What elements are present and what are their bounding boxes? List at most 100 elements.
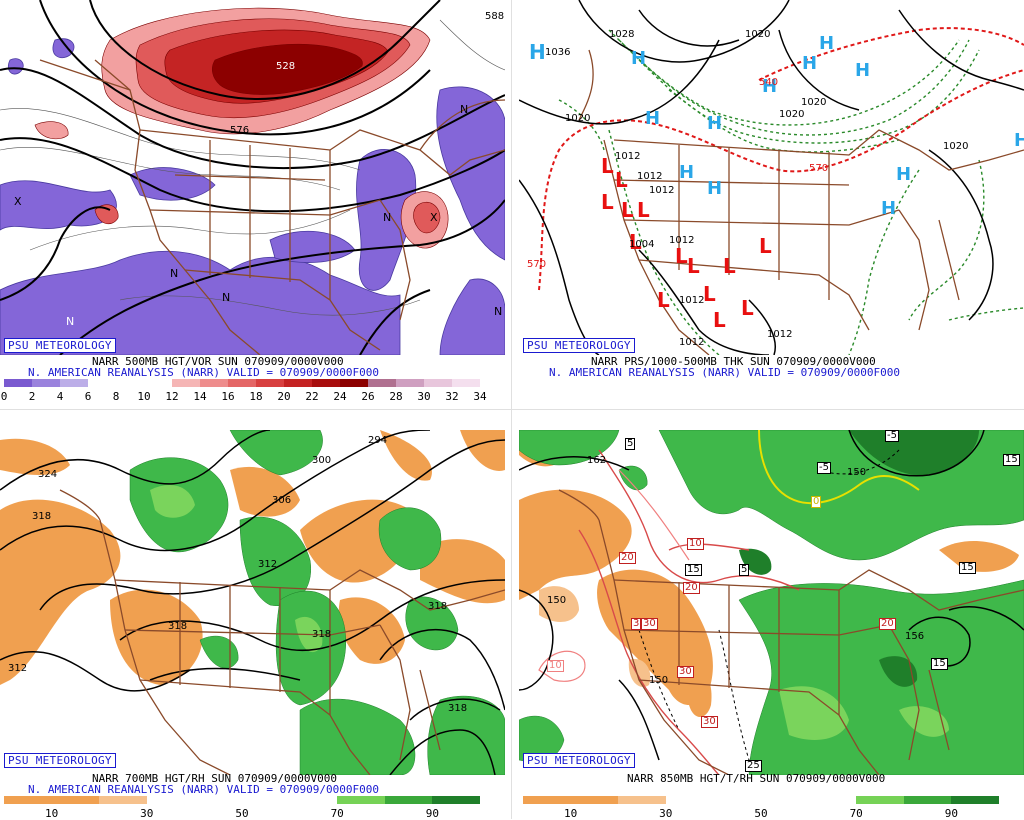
- colorbar-swatch: [368, 379, 396, 387]
- caption-line-2: N. AMERICAN REANALYSIS (NARR) VALID = 07…: [549, 366, 900, 379]
- low-pressure-symbol: L: [621, 198, 634, 222]
- colorbar-swatch: [396, 379, 424, 387]
- temperature-label: 30: [677, 666, 694, 678]
- low-pressure-symbol: L: [629, 230, 642, 254]
- colorbar-swatch: [4, 379, 32, 387]
- high-pressure-symbol: H: [881, 198, 897, 219]
- isobar-label: 1020: [943, 141, 969, 152]
- high-pressure-symbol: H: [631, 48, 647, 69]
- low-pressure-symbol: L: [759, 234, 772, 258]
- colorbar-swatch: [284, 379, 312, 387]
- colorbar-swatch: [88, 379, 116, 387]
- colorbar-tick-label: 2: [28, 390, 36, 403]
- colorbar-swatch: [32, 379, 60, 387]
- height-contour-label: 318: [312, 629, 332, 640]
- colorbar-tick-label: 10: [44, 807, 59, 820]
- isobar-label: 1012: [649, 185, 675, 196]
- isobar-label: 1012: [679, 337, 705, 348]
- temperature-label: 20: [619, 552, 636, 564]
- colorbar-swatch: [144, 379, 172, 387]
- isobar-label: 1012: [767, 329, 793, 340]
- low-pressure-symbol: L: [703, 282, 716, 306]
- colorbar-swatch: [99, 796, 147, 804]
- isobar-label: 1020: [779, 109, 805, 120]
- temperature-label: 20: [879, 618, 896, 630]
- colorbar-tick-label: 22: [305, 390, 319, 403]
- isobar-label: 1012: [679, 295, 705, 306]
- panel-500mb-vorticity: 528 576 588 N N N N N N X X PSU METEOROLOGY NARR 5…: [0, 0, 505, 410]
- colorbar-swatch: [713, 796, 761, 804]
- low-pressure-symbol: L: [601, 154, 614, 178]
- low-pressure-symbol: L: [675, 244, 688, 268]
- temperature-label: -5: [817, 462, 831, 474]
- psu-meteorology-badge: PSU METEOROLOGY: [523, 338, 635, 353]
- colorbar-swatch: [4, 796, 52, 804]
- humidity-700-colorbar: [4, 796, 480, 804]
- isobar-label: 1020: [745, 29, 771, 40]
- low-pressure-symbol: L: [637, 198, 650, 222]
- isobar-label: 1012: [637, 171, 663, 182]
- psu-meteorology-badge: PSU METEOROLOGY: [4, 753, 116, 768]
- vorticity-map: 528 576 588 N N N N N N X X PSU METEOROLOGY: [0, 0, 505, 355]
- vorticity-colorbar-ticks: 0 2 4 6 8 10 12 14 16 18 20 22 24 26 28 30 32 34: [1, 390, 487, 403]
- isobar-label: 1036: [545, 47, 571, 58]
- temperature-label: 10: [687, 538, 704, 550]
- colorbar-swatch: [172, 379, 200, 387]
- high-pressure-symbol: H: [762, 76, 778, 97]
- colorbar-tick-label: 90: [425, 807, 440, 820]
- caption-line-1: NARR PRS/1000-500MB THK SUN 070909/0000V…: [591, 355, 876, 368]
- temperature-label: 10: [547, 660, 564, 672]
- vorticity-min-symbol: N: [170, 267, 179, 280]
- low-pressure-symbol: L: [713, 308, 726, 332]
- humidity-850-colorbar-ticks: 10 30 50 70 90: [523, 807, 999, 820]
- colorbar-swatch: [808, 796, 857, 804]
- high-pressure-symbol: H: [855, 60, 871, 81]
- colorbar-swatch: [200, 379, 228, 387]
- height-contour-label: 318: [32, 511, 52, 522]
- low-pressure-symbol: L: [741, 296, 754, 320]
- high-pressure-symbol: H: [802, 53, 818, 74]
- temperature-label: 25: [745, 760, 762, 772]
- colorbar-tick-label: 30: [659, 807, 673, 820]
- vorticity-min-symbol: N: [383, 211, 392, 224]
- colorbar-tick-label: 26: [361, 390, 375, 403]
- psu-meteorology-badge: PSU METEOROLOGY: [4, 338, 116, 353]
- high-pressure-symbol: H: [645, 108, 661, 129]
- colorbar-tick-label: 30: [417, 390, 431, 403]
- humidity-700-colorbar-ticks: 10 30 50 70 90: [4, 807, 480, 820]
- caption-line-2: N. AMERICAN REANALYSIS (NARR) VALID = 07…: [28, 783, 379, 796]
- high-pressure-symbol: H: [896, 164, 912, 185]
- panel-pressure-thickness: H H H H H H H H H H H H H L L L L L L L L L L L L L L 1036 1028 1020 1…: [519, 0, 1024, 410]
- panel-700mb-humidity: 324 318 312 300 306 294 312 318 318 318 318 PSU ME…: [0, 430, 505, 820]
- colorbar-swatch: [60, 379, 88, 387]
- colorbar-swatch: [432, 796, 480, 804]
- colorbar-swatch: [523, 796, 571, 804]
- vorticity-colorbar: [4, 379, 480, 387]
- height-contour-label: 312: [258, 559, 278, 570]
- height-contour-label: 162: [587, 455, 607, 466]
- height-contour-label: 318: [428, 601, 448, 612]
- temperature-label: 15: [685, 564, 702, 576]
- colorbar-tick-label: 30: [140, 807, 154, 820]
- caption-line-2: N. AMERICAN REANALYSIS (NARR) VALID = 07…: [28, 366, 379, 379]
- colorbar-tick-label: 90: [944, 807, 959, 820]
- colorbar-tick-label: 70: [330, 807, 344, 820]
- colorbar-tick-label: 18: [249, 390, 263, 403]
- colorbar-swatch: [116, 379, 144, 387]
- colorbar-tick-label: 50: [235, 807, 249, 820]
- colorbar-swatch: [665, 796, 714, 804]
- isobar-label: 1020: [565, 113, 591, 124]
- temperature-label: 5: [739, 564, 750, 576]
- colorbar-swatch: [241, 796, 290, 804]
- colorbar-swatch: [312, 379, 340, 387]
- high-pressure-symbol: H: [707, 113, 723, 134]
- pressure-map-graphic: [519, 0, 1024, 355]
- colorbar-swatch: [337, 796, 385, 804]
- contour-label: 588: [485, 11, 505, 22]
- temperature-label: 15: [1003, 454, 1020, 466]
- humidity-850-colorbar: [523, 796, 999, 804]
- colorbar-swatch: [340, 379, 368, 387]
- colorbar-tick-label: 32: [445, 390, 459, 403]
- low-pressure-symbol: L: [687, 254, 700, 278]
- colorbar-swatch: [570, 796, 619, 804]
